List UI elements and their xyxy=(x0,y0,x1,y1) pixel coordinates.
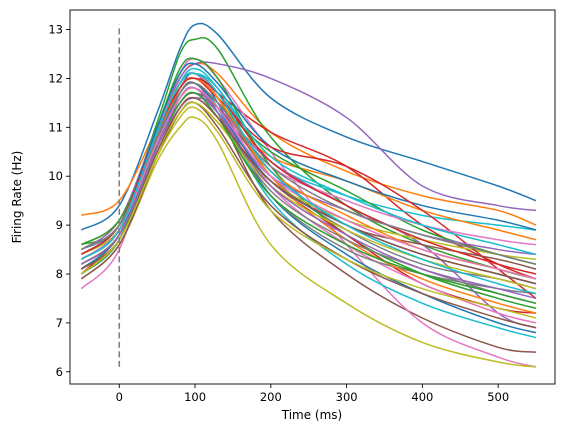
x-axis-ticks: 0 100 200 300 400 500 xyxy=(116,384,509,404)
series-line-37 xyxy=(80,87,537,280)
series-line-21 xyxy=(80,62,537,256)
series-line-36 xyxy=(80,96,537,285)
x-tick-label: 0 xyxy=(116,390,123,404)
plot-frame xyxy=(69,9,556,385)
series-line-39 xyxy=(80,106,537,319)
series-line-1 xyxy=(80,22,537,231)
x-tick-label: 500 xyxy=(487,390,509,404)
y-tick-label: 12 xyxy=(48,71,63,85)
x-tick-label: 100 xyxy=(184,390,206,404)
series-line-2 xyxy=(81,62,537,226)
series-line-9 xyxy=(80,116,537,368)
series-line-40 xyxy=(80,72,537,295)
y-tick-label: 8 xyxy=(56,267,63,281)
y-axis-ticks: 6 7 8 9 10 11 12 13 xyxy=(48,23,70,379)
series-line-35 xyxy=(80,86,537,300)
y-tick-label: 7 xyxy=(56,316,63,330)
x-axis-label: Time (ms) xyxy=(281,408,343,422)
x-tick-label: 200 xyxy=(260,390,282,404)
y-tick-label: 13 xyxy=(48,23,63,37)
y-tick-label: 10 xyxy=(48,169,63,183)
y-tick-label: 9 xyxy=(56,218,63,232)
series-layer xyxy=(80,22,537,368)
y-tick-label: 11 xyxy=(48,120,63,134)
x-tick-label: 300 xyxy=(336,390,358,404)
y-axis-label: Firing Rate (Hz) xyxy=(10,151,24,244)
x-tick-label: 400 xyxy=(411,390,433,404)
y-tick-label: 6 xyxy=(56,365,63,379)
